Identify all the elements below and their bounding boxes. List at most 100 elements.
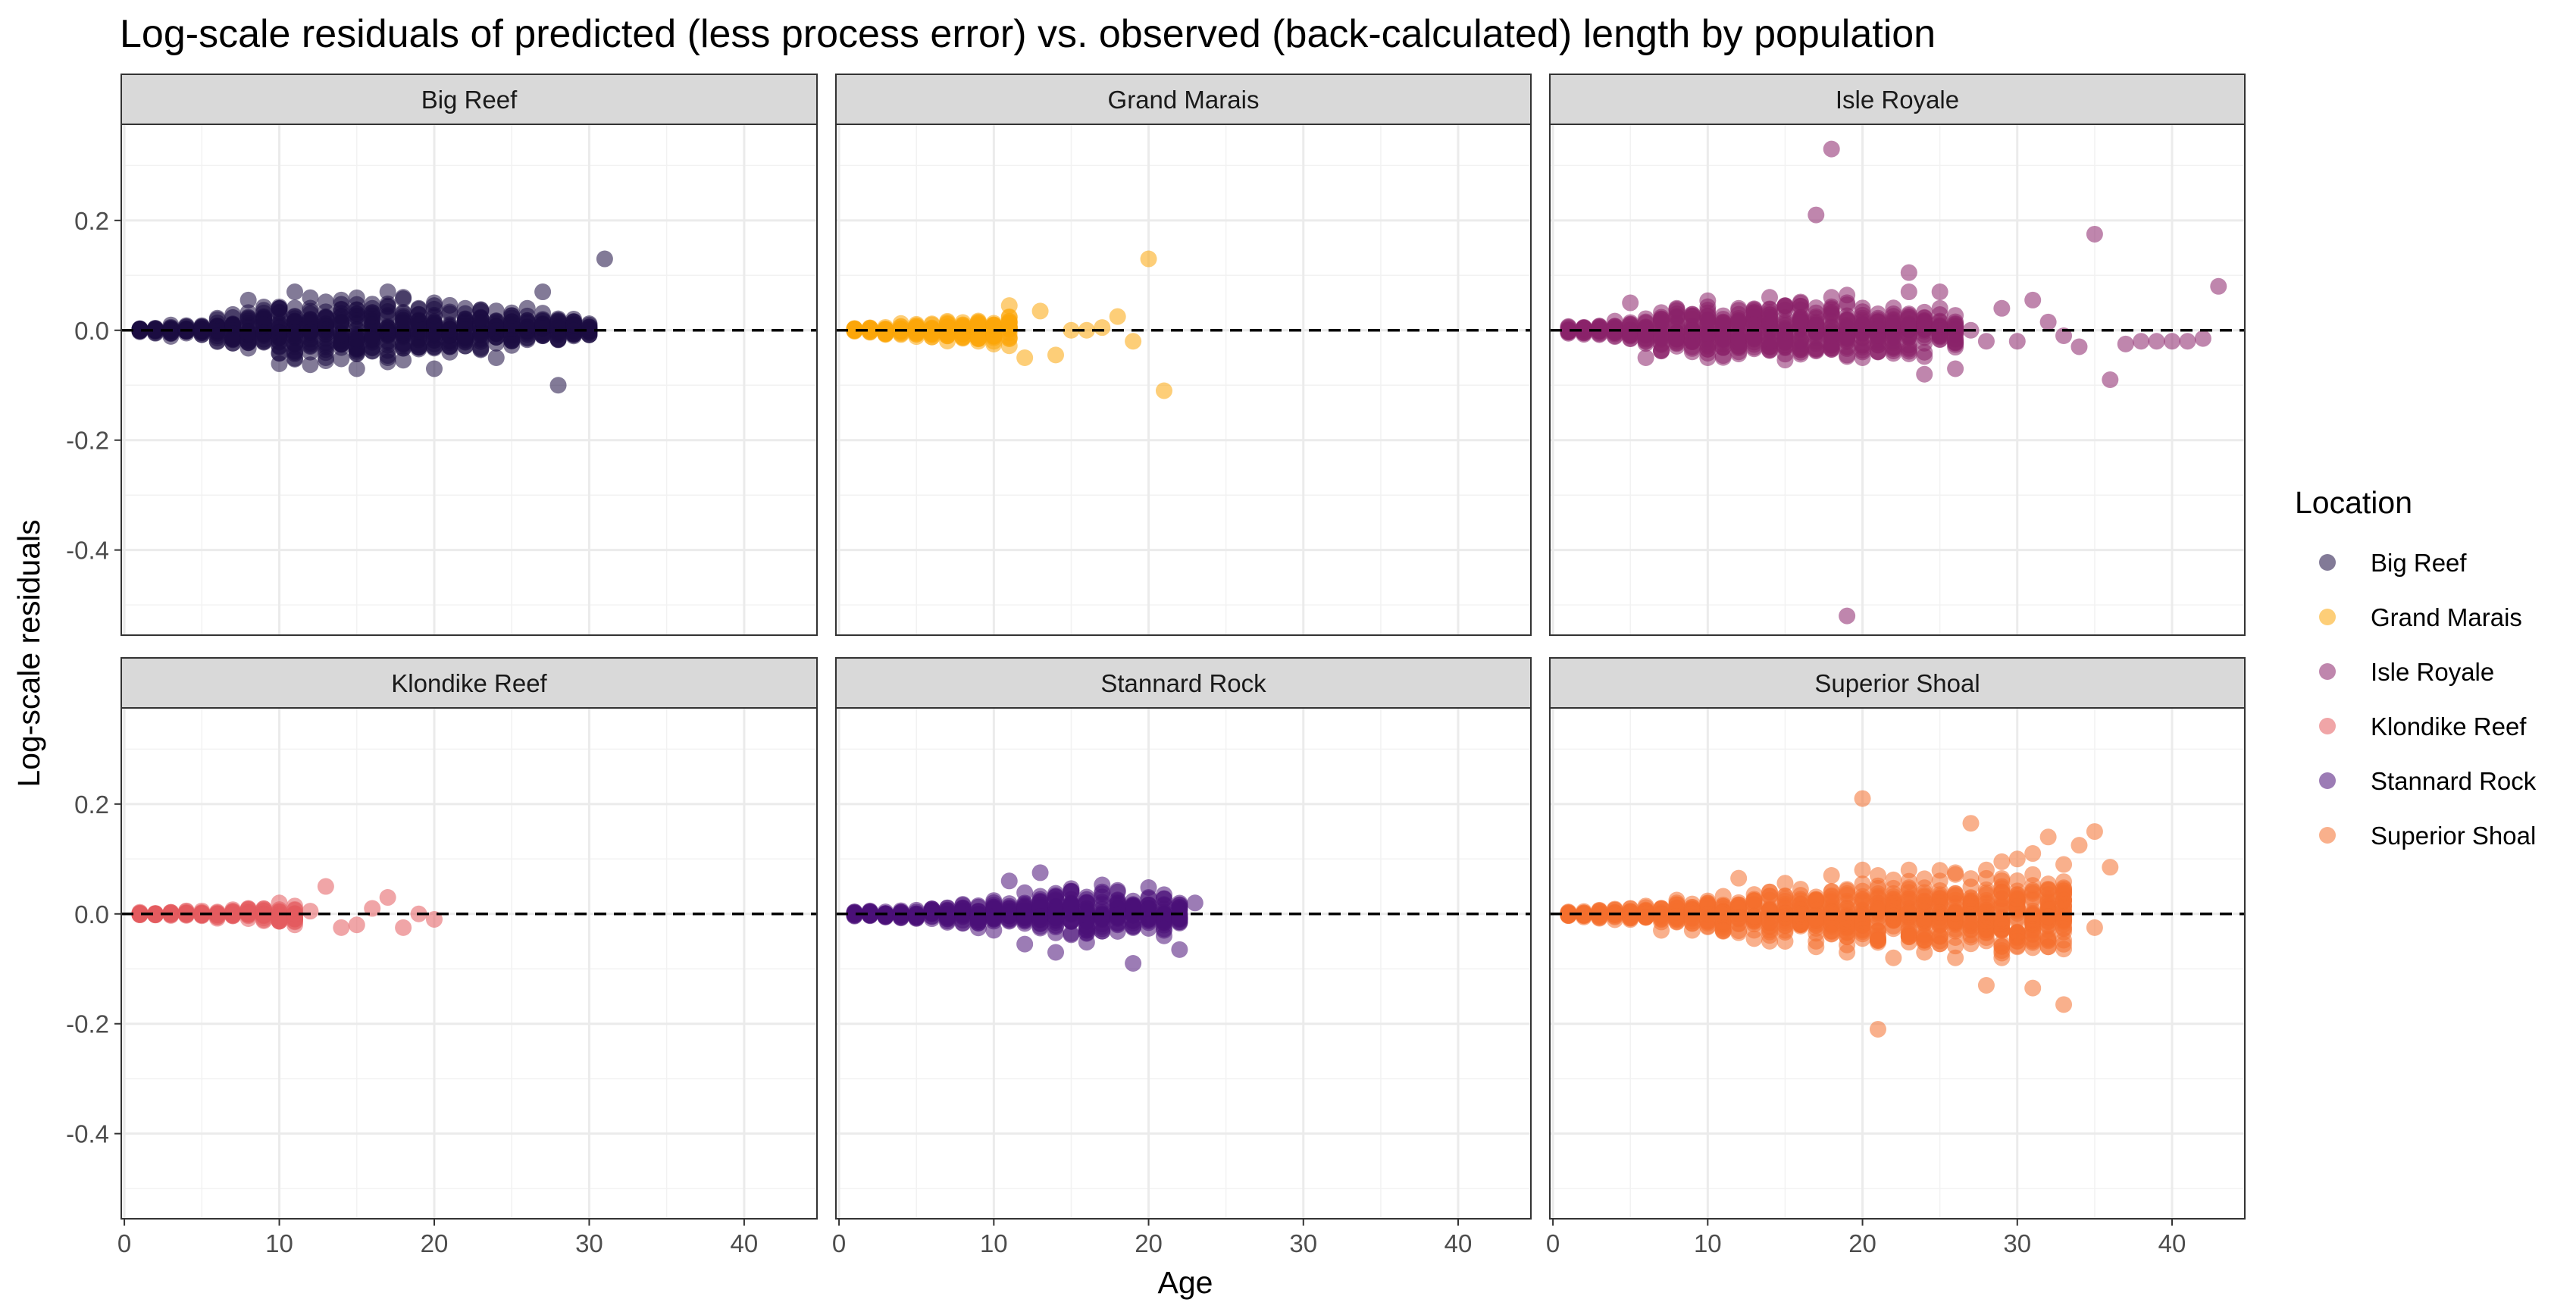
data-point (1730, 909, 1748, 926)
data-point (317, 349, 334, 367)
data-point (1916, 925, 1933, 943)
strip-isle-royale (1549, 74, 2246, 125)
data-point (1761, 902, 1779, 919)
strip-label-klondike-reef: Klondike Reef (391, 669, 547, 697)
data-point (395, 289, 412, 306)
data-point (1962, 914, 1980, 932)
legend: Location Big Reef Grand Marais Isle Royale… (2295, 485, 2537, 850)
data-point (1900, 928, 1917, 945)
data-point (1047, 914, 1065, 932)
data-point (1947, 864, 1964, 881)
data-point (1699, 312, 1717, 329)
panel-background (1550, 124, 2245, 635)
data-point (1823, 330, 1840, 347)
data-point (1776, 333, 1794, 351)
data-point (1125, 333, 1142, 350)
y-tick-label: -0.4 (66, 537, 109, 565)
data-point (1761, 327, 1779, 345)
x-tick-label: 20 (421, 1229, 449, 1257)
data-point (1016, 907, 1034, 925)
data-point (1869, 867, 1886, 885)
data-point (271, 299, 288, 317)
data-point (1900, 881, 1917, 898)
data-point (131, 321, 149, 339)
legend-key-klondike-reef (2319, 718, 2336, 734)
data-point (1792, 343, 1809, 361)
data-point (1560, 321, 1577, 339)
data-point (379, 349, 396, 367)
y-tick-label: 0.2 (74, 791, 109, 819)
x-tick-label: 30 (575, 1229, 603, 1257)
data-point (348, 289, 365, 306)
data-point (1699, 292, 1717, 309)
data-point (1916, 944, 1933, 961)
data-point (1575, 905, 1592, 922)
data-point (472, 340, 490, 358)
data-point (224, 330, 242, 348)
panel-big-reef: Big Reef (121, 74, 818, 636)
data-point (131, 905, 149, 922)
data-point (1900, 264, 1917, 281)
data-point (1714, 904, 1732, 922)
legend-label-stannard-rock: Stannard Rock (2371, 767, 2537, 795)
data-point (146, 905, 164, 922)
data-point (1078, 321, 1095, 339)
data-point (286, 308, 303, 325)
panel-border (835, 707, 1532, 1220)
y-tick-label: 0.2 (74, 207, 109, 235)
data-point (271, 894, 288, 912)
strip-label-superior-shoal: Superior Shoal (1814, 669, 1980, 697)
panel-isle-royale: Isle Royale (1549, 74, 2246, 636)
data-point (1869, 932, 1886, 949)
data-point (1823, 303, 1840, 321)
data-point (1900, 343, 1917, 360)
data-point (1823, 903, 1840, 921)
data-point (1653, 906, 1670, 923)
data-point (1699, 894, 1717, 912)
data-point (286, 283, 303, 301)
data-point (1699, 349, 1717, 367)
data-point (1977, 894, 1995, 912)
data-point (395, 337, 412, 355)
data-point (379, 298, 396, 315)
data-point (1977, 925, 1995, 942)
data-point (1047, 944, 1065, 961)
panel-background (121, 708, 817, 1219)
data-point (410, 339, 427, 356)
legend-title: Location (2295, 485, 2412, 520)
data-point (846, 321, 863, 339)
data-point (1776, 875, 1794, 892)
data-point (1947, 307, 1964, 324)
data-point (2039, 908, 2057, 925)
data-point (1823, 289, 1840, 306)
data-point (2086, 823, 2103, 841)
data-point (1869, 1020, 1886, 1038)
data-point (1977, 912, 1995, 929)
data-point (969, 316, 987, 333)
data-point (302, 305, 319, 323)
data-point (2117, 335, 2134, 352)
data-point (395, 352, 412, 369)
data-point (1730, 869, 1748, 887)
panel-stannard-rock: Stannard Rock (835, 657, 1532, 1220)
data-point (2102, 371, 2119, 388)
data-point (2008, 924, 2026, 941)
data-point (1962, 928, 1980, 946)
legend-key-isle-royale (2319, 663, 2336, 680)
data-point (441, 327, 459, 345)
data-point (1575, 321, 1592, 339)
data-point (348, 315, 365, 333)
panel-background (836, 124, 1531, 635)
y-tick-label: -0.2 (66, 1010, 109, 1038)
data-point (208, 321, 226, 339)
data-point (271, 329, 288, 346)
data-point (1931, 872, 1948, 890)
data-point (1653, 311, 1670, 328)
data-point (1885, 898, 1902, 916)
data-point (2008, 910, 2026, 927)
data-point (487, 334, 505, 352)
x-tick-label: 30 (2003, 1229, 2031, 1257)
y-tick-label: 0.0 (74, 900, 109, 928)
data-point (1683, 922, 1701, 939)
data-point (239, 323, 257, 340)
